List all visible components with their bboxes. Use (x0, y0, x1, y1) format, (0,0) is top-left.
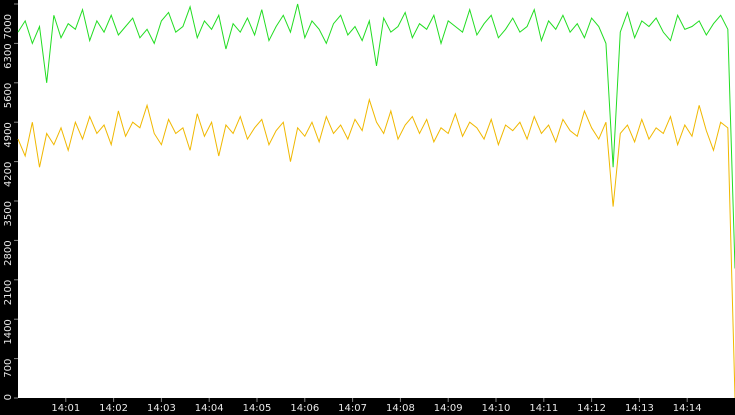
y-tick-label: 4900 (3, 122, 14, 147)
y-tick-label: 3500 (3, 201, 14, 226)
y-tick-label: 700 (3, 359, 14, 378)
x-tick-label: 14:12 (577, 403, 606, 414)
x-tick-label: 14:02 (99, 403, 128, 414)
y-tick-label: 5600 (3, 83, 14, 108)
x-tick-label: 14:08 (386, 403, 415, 414)
series-line (17, 97, 735, 399)
x-tick-label: 14:07 (338, 403, 367, 414)
x-tick-label: 14:09 (434, 403, 463, 414)
y-tick-label: 6300 (3, 43, 14, 68)
x-tick-label: 14:14 (673, 403, 702, 414)
y-tick-label: 1400 (3, 319, 14, 344)
y-axis-band (0, 0, 18, 415)
x-tick-label: 14:06 (290, 403, 319, 414)
x-tick-label: 14:03 (147, 403, 176, 414)
y-tick-label: 7000 (3, 14, 14, 39)
x-tick-label: 14:05 (243, 403, 272, 414)
y-tick-label: 4200 (3, 162, 14, 187)
y-tick-label: 2100 (3, 280, 14, 305)
x-tick-label: 14:04 (195, 403, 224, 414)
x-tick-label: 14:01 (51, 403, 80, 414)
x-tick-label: 14:10 (482, 403, 511, 414)
x-tick-label: 14:13 (625, 403, 654, 414)
x-axis-band (0, 398, 735, 415)
x-tick-label: 14:11 (529, 403, 558, 414)
y-tick-label: 0 (3, 394, 14, 400)
y-tick-label: 2800 (3, 240, 14, 265)
series-line (17, 3, 735, 269)
